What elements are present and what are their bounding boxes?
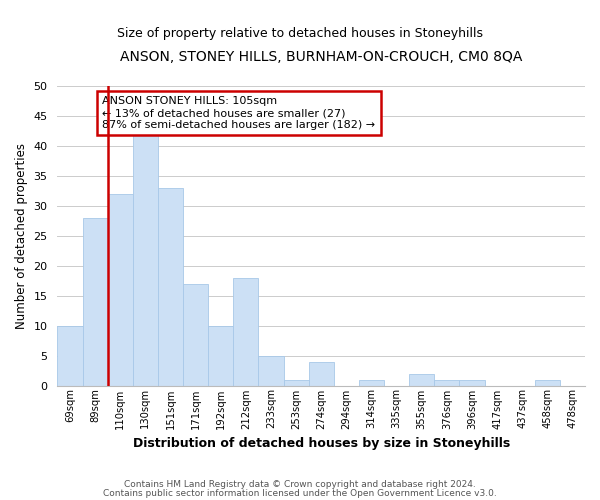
Bar — [308, 362, 334, 386]
Text: Contains public sector information licensed under the Open Government Licence v3: Contains public sector information licen… — [103, 488, 497, 498]
Y-axis label: Number of detached properties: Number of detached properties — [15, 143, 28, 329]
Bar — [83, 218, 107, 386]
Bar — [434, 380, 460, 386]
Bar — [133, 134, 158, 386]
Bar — [158, 188, 183, 386]
Text: Size of property relative to detached houses in Stoneyhills: Size of property relative to detached ho… — [117, 28, 483, 40]
Bar — [460, 380, 485, 386]
Text: ANSON STONEY HILLS: 105sqm
← 13% of detached houses are smaller (27)
87% of semi: ANSON STONEY HILLS: 105sqm ← 13% of deta… — [102, 96, 376, 130]
Bar — [259, 356, 284, 386]
Bar — [284, 380, 308, 386]
Text: Contains HM Land Registry data © Crown copyright and database right 2024.: Contains HM Land Registry data © Crown c… — [124, 480, 476, 489]
Bar — [535, 380, 560, 386]
Bar — [58, 326, 83, 386]
Bar — [233, 278, 259, 386]
Bar — [409, 374, 434, 386]
Bar — [183, 284, 208, 386]
Bar — [359, 380, 384, 386]
Bar — [107, 194, 133, 386]
X-axis label: Distribution of detached houses by size in Stoneyhills: Distribution of detached houses by size … — [133, 437, 510, 450]
Bar — [208, 326, 233, 386]
Title: ANSON, STONEY HILLS, BURNHAM-ON-CROUCH, CM0 8QA: ANSON, STONEY HILLS, BURNHAM-ON-CROUCH, … — [120, 50, 523, 64]
